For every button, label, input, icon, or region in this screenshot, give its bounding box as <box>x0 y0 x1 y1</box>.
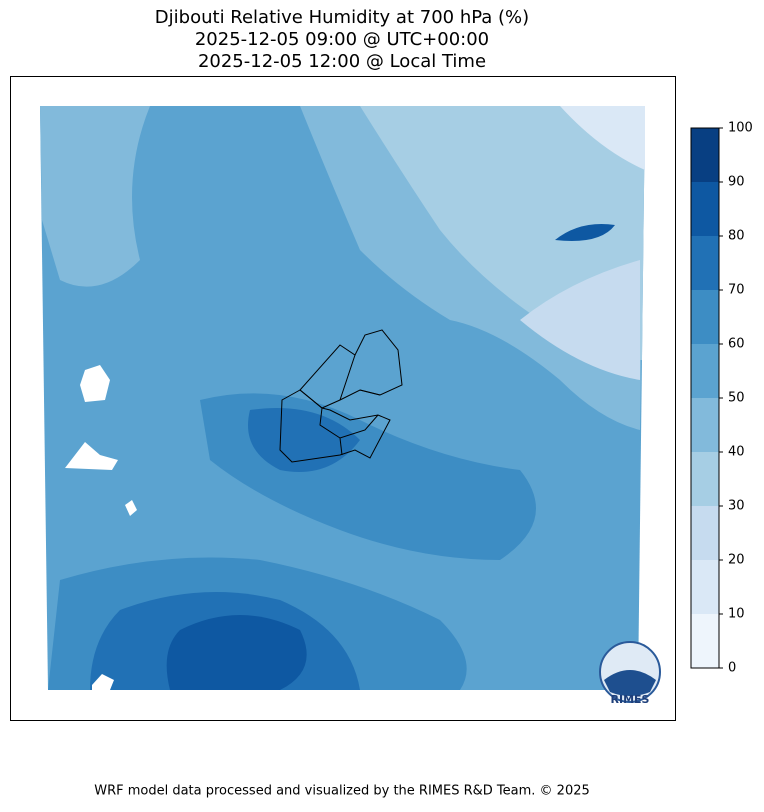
colorbar-tick-label: 40 <box>728 445 745 460</box>
colorbar-segment <box>691 560 719 614</box>
colorbar-tick-label: 100 <box>728 121 753 136</box>
country-borders <box>279 329 403 463</box>
colorbar-tick-label: 10 <box>728 607 745 622</box>
colorbar-tick-label: 80 <box>728 229 745 244</box>
colorbar-segment <box>691 182 719 236</box>
colorbar-tick-label: 70 <box>728 283 745 298</box>
colorbar-tick-label: 30 <box>728 499 745 514</box>
footer: WRF model data processed and visualized … <box>94 784 590 799</box>
logo: RIMES <box>599 641 661 706</box>
colorbar-tick-label: 20 <box>728 553 745 568</box>
humidity-field <box>40 106 645 690</box>
colorbar-tick-label: 50 <box>728 391 745 406</box>
colorbar-tick-label: 90 <box>728 175 745 190</box>
logo-text: RIMES <box>611 693 650 706</box>
colorbar-tick-label: 0 <box>728 661 736 676</box>
title: Djibouti Relative Humidity at 700 hPa (%… <box>155 7 529 28</box>
colorbar-segment <box>691 398 719 452</box>
colorbar: 0 10 20 30 40 50 60 70 80 90 100 <box>690 121 753 676</box>
colorbar-segment <box>691 290 719 344</box>
colorbar-segment <box>691 506 719 560</box>
colorbar-tick-label: 60 <box>728 337 745 352</box>
colorbar-segment <box>691 452 719 506</box>
subtitle: 2025-12-05 09:00 @ UTC+00:00 <box>195 29 489 50</box>
colorbar-segment <box>691 614 719 668</box>
colorbar-segment <box>691 128 719 182</box>
colorbar-segment <box>691 236 719 290</box>
subtitle: 2025-12-05 12:00 @ Local Time <box>198 51 486 72</box>
colorbar-segment <box>691 344 719 398</box>
